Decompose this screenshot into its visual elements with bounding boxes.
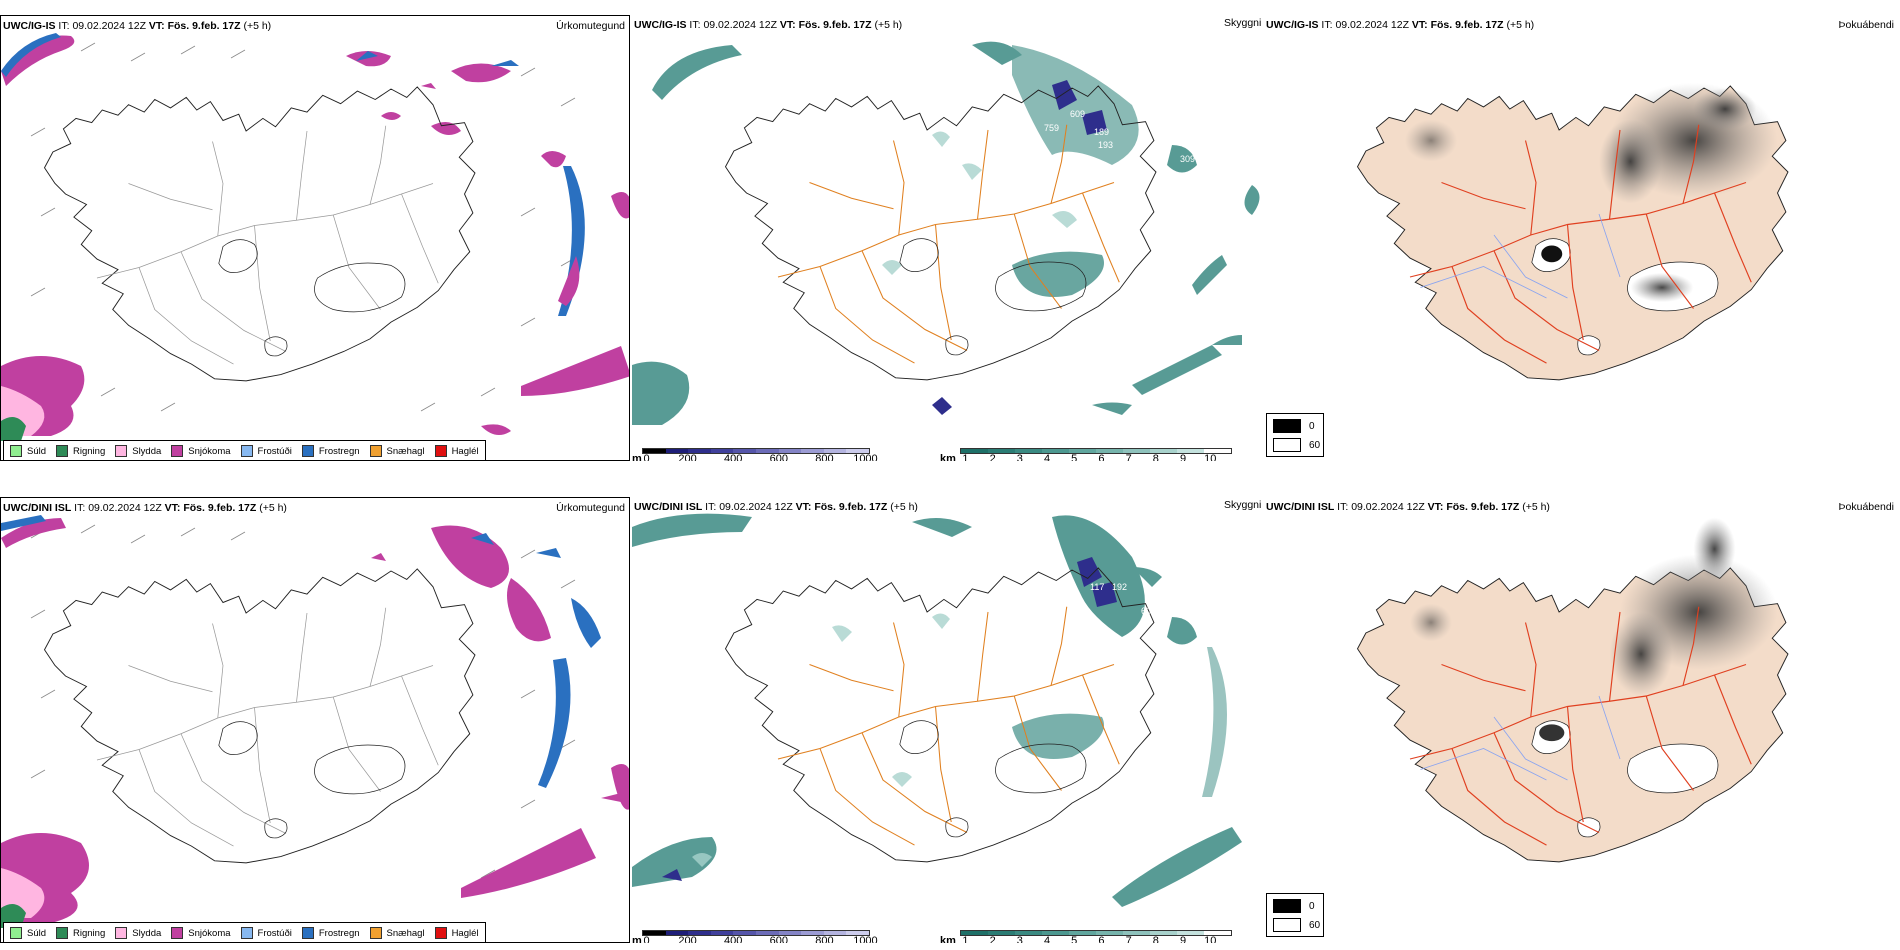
panel-title: Skyggni <box>1224 17 1262 29</box>
vis-label: 905 <box>1098 506 1113 516</box>
panel-header: UWC/IG-IS IT: 09.02.2024 12Z VT: Fös. 9.… <box>3 20 272 32</box>
legend-swatch <box>369 927 382 939</box>
legend-item: Rigning <box>56 445 105 457</box>
unit-km: km <box>940 935 956 943</box>
vis-label: 192 <box>1112 582 1127 592</box>
legend-item: Frostúði <box>240 927 292 939</box>
panel-header: UWC/IG-IS IT: 09.02.2024 12Z VT: Fös. 9.… <box>1266 19 1535 31</box>
legend-swatch <box>369 445 382 457</box>
unit-m: m <box>632 935 642 943</box>
legend-item: Snjókoma <box>171 927 231 939</box>
fog-map <box>1356 517 1789 863</box>
panel-header: UWC/IG-IS IT: 09.02.2024 12Z VT: Fös. 9.… <box>634 19 903 31</box>
legend-item: Haglél <box>434 445 479 457</box>
visibility-map: 905 117 192 60 80 <box>632 506 1242 907</box>
legend-swatch <box>171 445 184 457</box>
legend-swatch <box>56 445 69 457</box>
visibility-km-colorbar: 1 2 3 4 5 6 7 8 9 10 <box>960 930 1232 943</box>
precip-type-map <box>1 33 629 441</box>
vis-label: 60 <box>1141 606 1151 616</box>
legend-swatch <box>115 445 128 457</box>
visibility-map: 609 759 189 193 309 305 <box>632 41 1260 425</box>
visibility-km-colorbar: 1 2 3 4 5 6 7 8 9 10 <box>960 448 1232 461</box>
legend-swatch <box>56 927 69 939</box>
panel-title: Úrkomutegund <box>556 502 625 514</box>
legend-item: Frostúði <box>240 445 292 457</box>
legend-swatch <box>10 927 22 939</box>
legend-item: Snæhagl <box>369 445 425 457</box>
panel-title: Skyggni <box>1224 499 1262 511</box>
legend-swatch <box>434 927 447 939</box>
panel-title: Þokuábendi <box>1838 501 1894 513</box>
precip-type-map <box>1 515 629 928</box>
precip-type-legend: Súld Rigning Slydda Snjókoma Frostúði Fr… <box>3 922 486 942</box>
visibility-panel-top: UWC/IG-IS IT: 09.02.2024 12Z VT: Fös. 9.… <box>632 15 1262 461</box>
visibility-panel-bottom: UWC/DINI ISL IT: 09.02.2024 12Z VT: Fös.… <box>632 497 1262 943</box>
legend-swatch <box>434 445 447 457</box>
legend-item: Frostregn <box>301 445 360 457</box>
vis-label: 609 <box>1070 109 1085 119</box>
panel-title: Úrkomutegund <box>556 20 625 32</box>
vis-label: 193 <box>1098 140 1113 150</box>
legend-item: Rigning <box>56 927 105 939</box>
legend-swatch <box>10 445 22 457</box>
visibility-m-colorbar: 0 200 400 600 800 1000 <box>642 930 878 943</box>
legend-item: Súld <box>10 445 46 457</box>
legend-swatch <box>240 445 253 457</box>
legend-item: Frostregn <box>301 927 360 939</box>
legend-item: Snjókoma <box>171 445 231 457</box>
vis-label: 117 <box>1090 582 1104 592</box>
fog-panel-top: UWC/IG-IS IT: 09.02.2024 12Z VT: Fös. 9.… <box>1264 15 1900 425</box>
legend-item: Haglél <box>434 927 479 939</box>
legend-swatch <box>171 927 184 939</box>
unit-km: km <box>940 453 956 461</box>
precip-type-panel-bottom: UWC/DINI ISL IT: 09.02.2024 12Z VT: Fös.… <box>0 497 630 943</box>
fog-legend-top: 0 60 <box>1266 413 1324 457</box>
vis-label: 80 <box>674 881 684 891</box>
precip-type-panel-top: UWC/IG-IS IT: 09.02.2024 12Z VT: Fös. 9.… <box>0 15 630 461</box>
legend-swatch <box>115 927 128 939</box>
legend-swatch <box>301 445 314 457</box>
vis-label: 309 <box>1180 154 1195 164</box>
vis-label: 189 <box>1094 127 1109 137</box>
panel-title: Þokuábendi <box>1838 19 1894 31</box>
legend-item: Slydda <box>115 927 161 939</box>
legend-item: Snæhagl <box>369 927 425 939</box>
panel-header: UWC/DINI ISL IT: 09.02.2024 12Z VT: Fös.… <box>634 501 918 513</box>
fog-legend-bottom: 0 60 <box>1266 893 1324 937</box>
legend-swatch <box>301 927 314 939</box>
legend-swatch <box>240 927 253 939</box>
fog-map <box>1356 82 1789 381</box>
fog-panel-bottom: UWC/DINI ISL IT: 09.02.2024 12Z VT: Fös.… <box>1264 497 1900 892</box>
legend-item: Súld <box>10 927 46 939</box>
visibility-m-colorbar: 0 200 400 600 800 1000 <box>642 448 878 461</box>
legend-item: Slydda <box>115 445 161 457</box>
vis-label: 759 <box>1044 123 1059 133</box>
unit-m: m <box>632 453 642 461</box>
vis-label: 305 <box>942 245 957 255</box>
panel-header: UWC/DINI ISL IT: 09.02.2024 12Z VT: Fös.… <box>1266 501 1550 513</box>
precip-type-legend: Súld Rigning Slydda Snjókoma Frostúði Fr… <box>3 440 486 460</box>
panel-header: UWC/DINI ISL IT: 09.02.2024 12Z VT: Fös.… <box>3 502 287 514</box>
